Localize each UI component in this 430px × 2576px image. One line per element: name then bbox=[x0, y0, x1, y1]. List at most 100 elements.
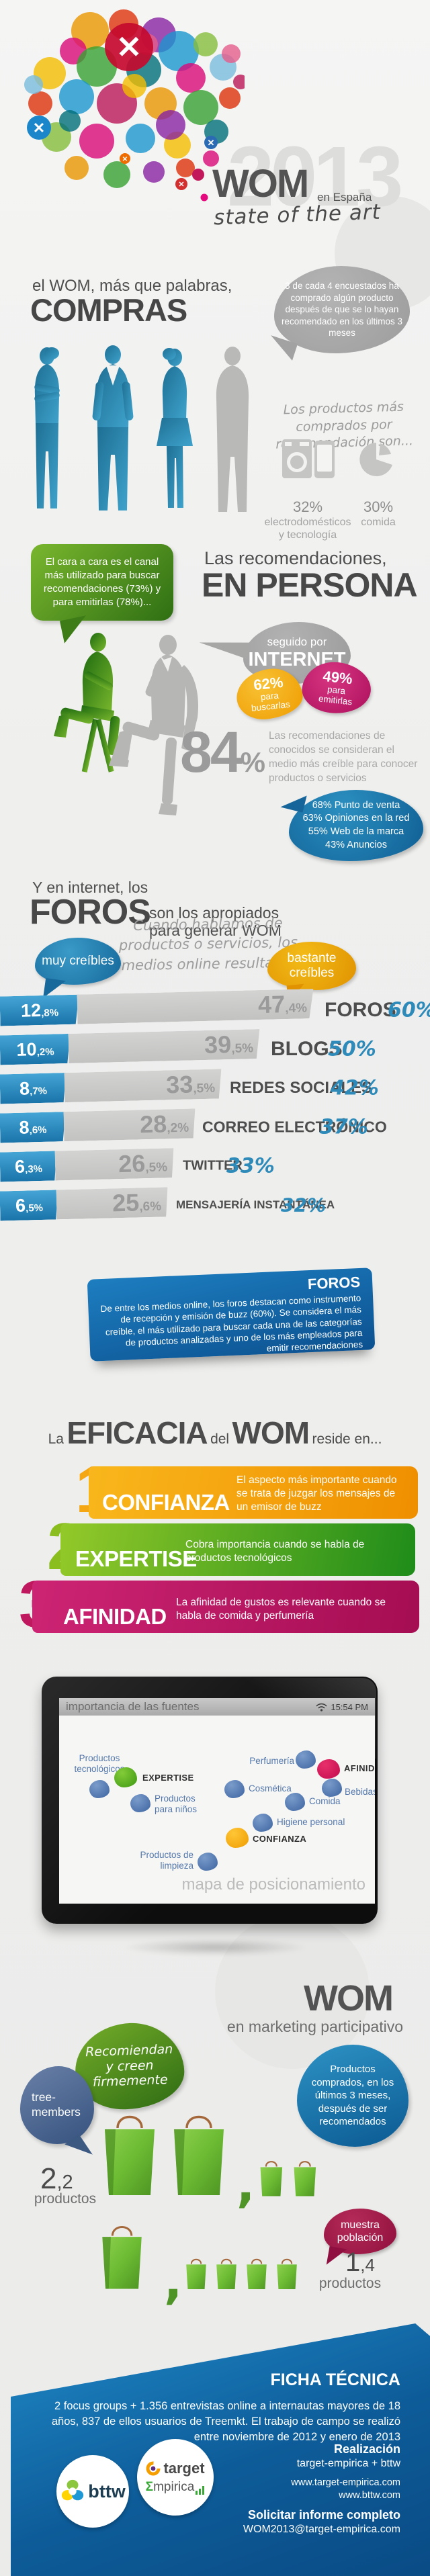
thought-bubble-brain-graphic: ✕ ✕ ✕ ✕ ✕ bbox=[24, 9, 245, 202]
bubble-productos-comprados: Productos comprados, en los últimos 3 me… bbox=[297, 2045, 408, 2147]
credibility-bar-row: 8,6% 28,2% CORREO ELECTRÓNICO 37% bbox=[0, 1112, 430, 1145]
shopping-bags-row2 bbox=[102, 2226, 297, 2289]
credibility-bar-row: 12,8% 47,4% FOROS 60% bbox=[0, 995, 430, 1028]
map-point bbox=[296, 1750, 316, 1769]
page-title-region: en España bbox=[317, 191, 372, 204]
foros-note-text: De entre los medios online, los foros de… bbox=[100, 1292, 363, 1353]
source-line: 63% Opiniones en la red bbox=[302, 813, 410, 824]
x-mark-icon: ✕ bbox=[178, 181, 184, 189]
x-mark-icon: ✕ bbox=[33, 120, 45, 136]
bubble-muestra-poblacion: muestra población bbox=[324, 2209, 396, 2254]
map-point bbox=[253, 1814, 273, 1832]
empirica-bars-icon bbox=[196, 2486, 205, 2495]
emitir-label2: emitirlas bbox=[318, 693, 353, 707]
compras-intro: el WOM, más que palabras, bbox=[32, 277, 232, 295]
x-mark-icon: ✕ bbox=[116, 30, 142, 64]
stat-electro-label: electrodomésticos y tecnología bbox=[264, 517, 351, 541]
compras-title: COMPRAS bbox=[30, 292, 187, 328]
page-title: WOM bbox=[212, 162, 309, 206]
source-line: 55% Web de la marca bbox=[308, 826, 404, 837]
foros-note-box: FOROS De entre los medios online, los fo… bbox=[87, 1268, 376, 1362]
source-line: 43% Anuncios bbox=[325, 839, 387, 850]
map-point bbox=[130, 1794, 150, 1812]
buscar-label2: buscarlas bbox=[251, 699, 291, 713]
year-watermark: 2013 bbox=[227, 129, 403, 224]
map-label: Productos tecnológicos bbox=[74, 1753, 125, 1774]
ficha-webs: www.target-empirica.com www.bttw.com bbox=[291, 2477, 400, 2502]
contact-email: WOM2013@target-empirica.com bbox=[243, 2524, 400, 2536]
people-silhouettes bbox=[34, 345, 249, 512]
foros-intro: Y en internet, los bbox=[32, 879, 148, 896]
wifi-icon bbox=[316, 1703, 327, 1712]
map-point bbox=[224, 1780, 245, 1798]
speech-bubble-cara-a-cara: El cara a cara es el canal más utilizado… bbox=[31, 544, 173, 621]
comma-separator: , bbox=[164, 2253, 183, 2309]
tablet-status-bar: importancia de las fuentes 15:54 PM bbox=[59, 1698, 375, 1716]
map-point bbox=[89, 1780, 110, 1798]
washing-machine-icon bbox=[282, 439, 335, 478]
foros-subtitle2: para generar WOM bbox=[149, 922, 282, 940]
stat-muestra: 1,4 bbox=[345, 2248, 375, 2277]
x-mark-icon: ✕ bbox=[208, 138, 215, 148]
x-mark-icon: ✕ bbox=[122, 156, 128, 163]
map-point bbox=[285, 1793, 305, 1811]
internet-bubble-pre: seguido por bbox=[267, 635, 327, 648]
sources-bubble-tail bbox=[280, 790, 307, 813]
map-point bbox=[114, 1767, 137, 1787]
tablet-clock: 15:54 PM bbox=[316, 1702, 368, 1712]
stat-tree-members-label: productos bbox=[34, 2191, 97, 2207]
map-point bbox=[317, 1759, 340, 1779]
stat-84-text: Las recomendaciones de conocidos se cons… bbox=[269, 730, 418, 784]
target-swirl-icon bbox=[146, 2461, 161, 2476]
ribbon-expertise bbox=[60, 1523, 415, 1576]
pie-chart-icon bbox=[359, 443, 392, 476]
source-line: 68% Punto de venta bbox=[312, 799, 400, 811]
tablet-screen: importancia de las fuentes 15:54 PM Prod… bbox=[59, 1698, 375, 1904]
bttw-swirl-icon bbox=[62, 2479, 84, 2501]
ribbon-confianza bbox=[89, 1466, 418, 1519]
ribbon-confianza-text: El aspecto más importante cuando se trat… bbox=[236, 1474, 397, 1513]
shopping-bags-row1 bbox=[105, 2116, 316, 2196]
eficacia-heading: La EFICACIA del WOM reside en... bbox=[48, 1415, 382, 1450]
credibility-bar-row: 8,7% 33,5% REDES SOCIALES 42% bbox=[0, 1073, 430, 1106]
ribbon-afinidad-title: AFINIDAD bbox=[63, 1604, 167, 1629]
map-point bbox=[226, 1828, 249, 1848]
positioning-map: Productos tecnológicos EXPERTISE Product… bbox=[59, 1716, 375, 1904]
tablet-shadow bbox=[121, 1939, 309, 1956]
muestra-bubble-tail bbox=[326, 2246, 347, 2268]
tablet-device: importancia de las fuentes 15:54 PM Prod… bbox=[42, 1677, 378, 1924]
ficha-tecnica-panel: FICHA TÉCNICA 2 focus groups + 1.356 ent… bbox=[11, 2323, 430, 2576]
ficha-solicitar: Solicitar informe completo WOM2013@targe… bbox=[243, 2507, 400, 2537]
ribbon-confianza-title: CONFIANZA bbox=[102, 1490, 230, 1515]
speech-bubble-compras: 3 de cada 4 encuestados ha comprado algú… bbox=[274, 266, 410, 353]
bubble-tree-members: tree-members bbox=[20, 2066, 94, 2144]
target-empirica-logo: target Σmpirica bbox=[137, 2439, 214, 2516]
web-link-bttw: www.bttw.com bbox=[339, 2489, 400, 2501]
buscar-value: 62% bbox=[253, 673, 284, 694]
ribbon-afinidad bbox=[32, 1581, 419, 1633]
legend-muy-creibles: muy creíbles bbox=[35, 938, 121, 985]
bttw-logo: bttw bbox=[56, 2455, 129, 2528]
ribbon-afinidad-text: La afinidad de gustos es relevante cuand… bbox=[176, 1597, 386, 1622]
stat-muestra-label: productos bbox=[318, 2276, 382, 2291]
sources-bubble: 68% Punto de venta 63% Opiniones en la r… bbox=[289, 790, 423, 861]
credibility-bar-row: 6,3% 26,5% TWITTER 33% bbox=[0, 1151, 430, 1184]
ficha-text: 2 focus groups + 1.356 entrevistas onlin… bbox=[51, 2400, 400, 2443]
stat-comida-label: comida bbox=[361, 517, 396, 528]
ribbon-expertise-title: EXPERTISE bbox=[75, 1546, 197, 1571]
enpersona-heading-line2: EN PERSONA bbox=[202, 566, 418, 604]
ficha-title: FICHA TÉCNICA bbox=[270, 2370, 400, 2389]
stat-electro-value: 32% bbox=[292, 498, 323, 515]
emitir-value: 49% bbox=[322, 667, 353, 688]
sitting-silhouettes bbox=[54, 633, 199, 815]
web-link-target-empirica: www.target-empirica.com bbox=[291, 2477, 400, 2488]
stat-84: 84% bbox=[180, 720, 266, 785]
marketing-title: WOM bbox=[304, 1978, 394, 2018]
marketing-subtitle: en marketing participativo bbox=[226, 2018, 403, 2035]
credibility-bar-row: 6,5% 25,6% MENSAJERÍA INSTANTÁNEA 32% bbox=[0, 1190, 430, 1223]
foros-subtitle1: son los apropiados bbox=[149, 904, 280, 922]
enpersona-heading-line1: Las recomendaciones, bbox=[204, 548, 387, 568]
foros-title: FOROS bbox=[30, 893, 151, 932]
stat-comida-value: 30% bbox=[363, 498, 394, 515]
